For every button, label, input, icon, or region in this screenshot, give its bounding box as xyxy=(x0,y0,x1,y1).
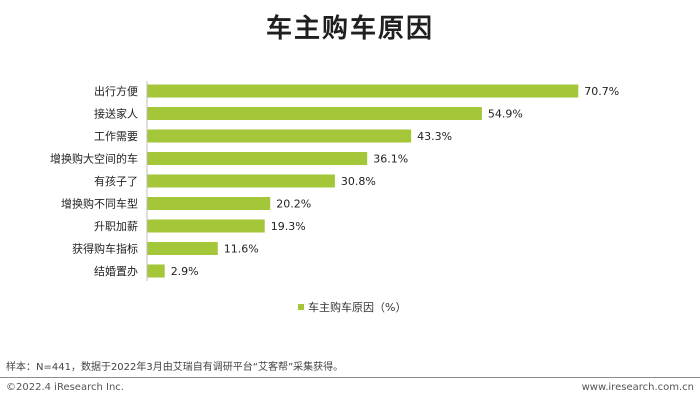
data-label: 20.2% xyxy=(276,198,311,211)
bar xyxy=(147,197,271,210)
category-label: 增换购不同车型 xyxy=(61,197,138,211)
chart-title: 车主购车原因 xyxy=(265,14,434,44)
legend-label: 车主购车原因（%） xyxy=(308,300,406,314)
bar xyxy=(147,242,218,255)
data-label: 36.1% xyxy=(373,153,408,166)
data-label: 70.7% xyxy=(584,85,619,98)
bar xyxy=(147,84,579,98)
category-label: 升职加薪 xyxy=(94,220,138,233)
data-label: 11.6% xyxy=(224,243,259,256)
bar xyxy=(147,174,335,188)
data-label: 43.3% xyxy=(417,130,452,143)
website-link[interactable]: www.iresearch.com.cn xyxy=(581,382,694,393)
bar xyxy=(147,129,412,143)
category-label: 结婚置办 xyxy=(94,264,138,278)
category-label: 获得购车指标 xyxy=(72,242,138,256)
bar xyxy=(147,152,368,165)
bar xyxy=(147,264,165,278)
category-label: 出行方便 xyxy=(94,84,138,98)
category-label: 有孩子了 xyxy=(94,174,138,188)
footer-divider xyxy=(0,377,700,378)
sample-note: 样本：N=441，数据于2022年3月由艾瑞自有调研平台“艾客帮”采集获得。 xyxy=(6,362,344,373)
category-label: 接送家人 xyxy=(94,107,138,121)
data-label: 2.9% xyxy=(171,265,199,278)
data-label: 54.9% xyxy=(488,108,523,121)
bar xyxy=(147,107,482,120)
data-label: 19.3% xyxy=(271,220,306,233)
bar xyxy=(147,219,265,233)
legend-swatch xyxy=(298,304,304,310)
copyright-text: ©2022.4 iResearch Inc. xyxy=(6,382,124,393)
category-label: 工作需要 xyxy=(94,130,138,143)
category-label: 增换购大空间的车 xyxy=(50,152,138,166)
data-label: 30.8% xyxy=(341,175,376,188)
